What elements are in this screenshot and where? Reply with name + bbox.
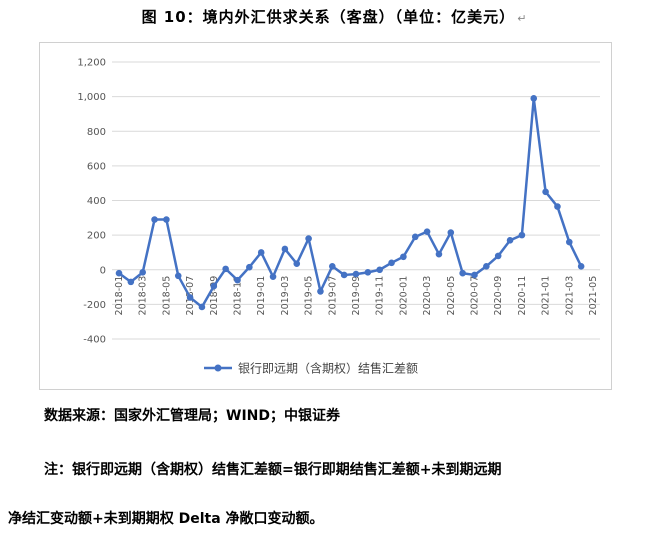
data-point — [222, 265, 229, 273]
data-source: 数据来源：国家外汇管理局；WIND；中银证券 — [44, 405, 340, 425]
data-point — [530, 95, 538, 102]
x-tick-label: 2018-01 — [114, 276, 125, 316]
data-point — [198, 303, 206, 311]
y-tick-label: 0 — [100, 265, 106, 276]
data-point — [459, 269, 466, 277]
data-point — [234, 276, 241, 284]
data-point — [246, 263, 253, 271]
data-point — [317, 288, 324, 295]
data-point — [577, 262, 585, 270]
y-tick-label: 800 — [87, 127, 106, 138]
x-tick-label: 2021-05 — [588, 276, 599, 316]
data-point — [566, 238, 573, 246]
y-tick-label: 400 — [87, 196, 106, 207]
data-point — [340, 271, 348, 279]
data-point — [151, 216, 158, 223]
paragraph-mark-icon: ↵ — [517, 12, 528, 25]
data-point — [388, 259, 395, 267]
x-tick-label: 2021-01 — [541, 276, 552, 316]
data-point — [471, 271, 478, 279]
data-source-text: 数据来源：国家外汇管理局；WIND；中银证券 — [44, 408, 340, 424]
data-point — [115, 269, 123, 277]
data-point — [257, 249, 265, 256]
data-point — [293, 260, 301, 267]
data-point — [447, 229, 455, 236]
chart-frame: -400 -200 0 200 400 600 800 1,000 1,200 2018-01 20… — [39, 42, 612, 390]
x-tick-label: 2020-01 — [398, 276, 409, 316]
x-tick-label: 2018-03 — [138, 276, 149, 316]
legend-marker-icon — [214, 364, 222, 372]
data-point — [376, 266, 384, 274]
data-point — [127, 278, 135, 286]
x-tick-label: 2020-09 — [493, 276, 504, 316]
y-tick-label: -400 — [83, 335, 106, 346]
x-tick-label: 2019-09 — [351, 276, 362, 316]
data-point — [411, 233, 419, 241]
data-point — [554, 203, 561, 210]
data-point — [174, 272, 182, 280]
x-tick-label: 2019-05 — [304, 276, 315, 316]
line-chart: -400 -200 0 200 400 600 800 1,000 1,200 2018-01 20… — [77, 58, 600, 376]
data-point — [518, 231, 526, 239]
y-tick-label: 600 — [87, 161, 106, 172]
data-point — [281, 245, 289, 253]
data-point — [186, 294, 194, 301]
figure-title: 图 10：境内外汇供求关系（客盘）（单位：亿美元） ↵ — [0, 6, 669, 27]
data-point — [506, 237, 514, 244]
data-point — [352, 270, 360, 278]
data-point — [494, 252, 502, 260]
y-tick-label: 1,200 — [77, 58, 106, 69]
x-tick-label: 2019-01 — [256, 276, 267, 316]
chart-note-line-1-text: 注：银行即远期（含期权）结售汇差额=银行即期结售汇差额+未到期远期 — [44, 462, 502, 478]
data-point — [435, 250, 443, 258]
y-tick-label: 200 — [87, 231, 106, 242]
data-point — [364, 269, 372, 276]
x-tick-label: 2020-11 — [517, 276, 528, 316]
x-tick-label: 2018-05 — [161, 276, 172, 316]
x-tick-label: 2020-03 — [422, 276, 433, 316]
chart-note-line-2: 净结汇变动额+未到期期权 Delta 净敞口变动额。 — [8, 508, 324, 528]
y-tick-label: 1,000 — [77, 92, 106, 103]
data-point — [210, 282, 218, 290]
x-tick-label: 2020-05 — [446, 276, 457, 316]
x-tick-label: 2018-11 — [233, 276, 244, 316]
data-point — [163, 216, 170, 223]
x-tick-label: 2018-09 — [209, 276, 220, 316]
data-point — [139, 269, 146, 276]
chart-note-line-1: 注：银行即远期（含期权）结售汇差额=银行即期结售汇差额+未到期远期 — [44, 459, 501, 479]
x-tick-label: 2021-03 — [564, 276, 575, 316]
legend-label: 银行即远期（含期权）结售汇差额 — [238, 361, 418, 376]
figure-title-text: 图 10：境内外汇供求关系（客盘）（单位：亿美元） — [141, 8, 516, 26]
x-tick-label: 2019-07 — [327, 276, 338, 316]
data-point — [423, 228, 431, 235]
x-tick-label: 2019-11 — [375, 276, 386, 316]
data-point — [483, 262, 490, 270]
data-point — [400, 253, 407, 261]
x-tick-label: 2019-03 — [280, 276, 291, 316]
x-tick-label: 2020-07 — [470, 276, 481, 316]
data-point — [329, 262, 336, 270]
data-point — [305, 235, 312, 242]
series-line — [118, 97, 583, 309]
y-tick-label: -200 — [83, 300, 106, 311]
chart-note-line-2-text: 净结汇变动额+未到期期权 Delta 净敞口变动额。 — [8, 511, 324, 527]
data-point — [542, 188, 549, 196]
data-point — [269, 273, 277, 280]
